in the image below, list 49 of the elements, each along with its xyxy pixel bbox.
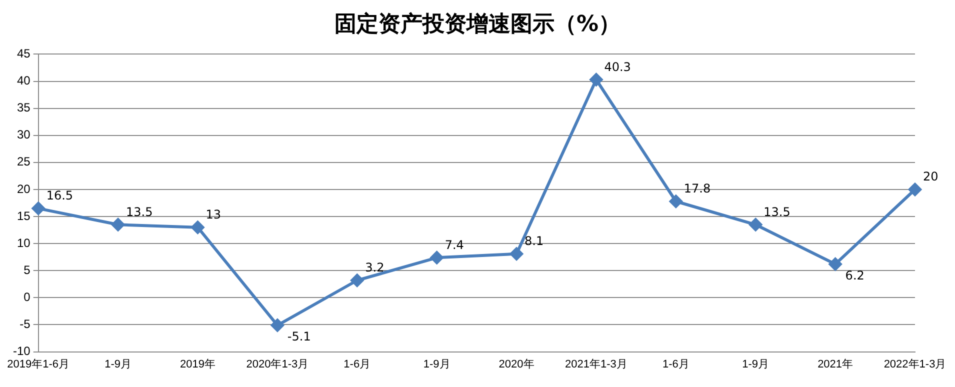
data-label: 13.5 [764, 204, 790, 219]
point [430, 251, 444, 264]
data-label: 40.3 [604, 60, 631, 74]
data-label: 16.5 [46, 188, 74, 203]
y-tick-label: 20 [16, 182, 31, 196]
x-tick-label: 2019年1-6月 [7, 358, 70, 370]
data-label: 8.1 [524, 234, 544, 248]
data-label: 3.2 [365, 260, 384, 274]
y-tick-label: 5 [24, 262, 31, 277]
data-label: 6.2 [845, 268, 864, 282]
data-label: 17.8 [684, 182, 711, 196]
x-tick-label: 2021年1-3月 [565, 358, 628, 370]
x-tick-label: 2020年 [498, 358, 534, 370]
x-tick-label: 2022年1-3月 [884, 358, 946, 370]
point [828, 258, 842, 271]
point [590, 73, 603, 86]
point [191, 220, 204, 234]
x-tick-label: 2021年 [818, 358, 854, 370]
point [908, 182, 922, 196]
point [669, 194, 682, 208]
point [510, 247, 524, 260]
data-label: 13 [206, 207, 222, 222]
y-tick-label: -5 [20, 317, 31, 332]
x-tick-label: 1-9月 [104, 358, 132, 370]
point [350, 274, 364, 287]
y-tick-label: 35 [16, 100, 31, 115]
y-tick-label: 10 [16, 236, 31, 250]
point [270, 318, 284, 332]
point [32, 202, 45, 215]
data-label: -5.1 [287, 329, 311, 344]
point [112, 218, 125, 232]
y-tick-label: 15 [16, 208, 31, 223]
y-tick-label: 30 [16, 128, 31, 142]
x-tick-label: 1-9月 [742, 358, 770, 370]
y-tick-label: -10 [13, 344, 31, 358]
x-tick-label: 2019年 [180, 358, 216, 370]
point [749, 218, 762, 232]
x-tick-label: 1-6月 [344, 358, 371, 370]
x-tick-label: 2020年1-3月 [246, 358, 309, 370]
chart-title: 固定资产投资增速图示（%） [333, 10, 622, 39]
data-label: 13.5 [126, 204, 153, 219]
x-tick-label: 1-6月 [662, 358, 690, 370]
y-tick-label: 25 [16, 154, 31, 169]
x-tick-label: 1-9月 [423, 358, 450, 370]
y-tick-label: 0 [24, 290, 31, 304]
data-label: 20 [923, 170, 938, 184]
data-label: 7.4 [444, 238, 464, 252]
y-tick-label: 40 [16, 74, 31, 88]
y-tick-label: 45 [16, 46, 31, 61]
